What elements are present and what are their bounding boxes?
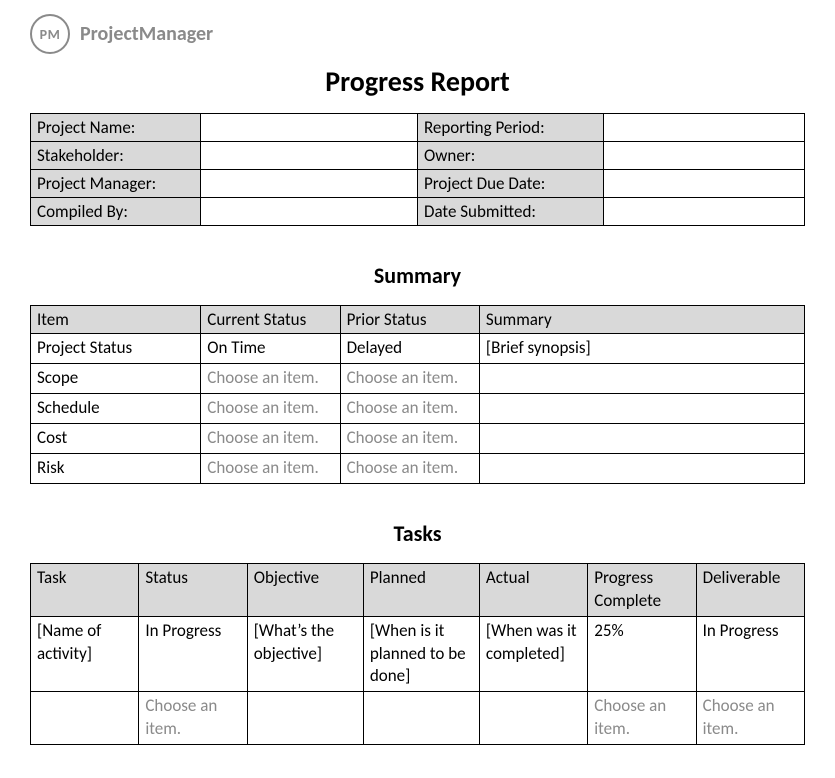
task-objective-cell[interactable] [247,692,363,745]
label-project-manager: Project Manager: [31,170,201,198]
table-row: Stakeholder: Owner: [31,142,805,170]
summary-current-cell[interactable]: Choose an item. [201,393,340,423]
table-row: RiskChoose an item.Choose an item. [31,453,805,483]
value-date-submitted[interactable] [603,198,804,226]
summary-current-cell[interactable]: On Time [201,334,340,364]
task-progress-cell[interactable]: 25% [588,616,696,692]
document-page: PM ProjectManager Progress Report Projec… [0,0,835,775]
page-title: Progress Report [30,64,805,99]
value-compiled-by[interactable] [201,198,418,226]
tasks-col-planned: Planned [363,563,479,616]
task-deliverable-cell[interactable]: Choose an item. [696,692,804,745]
tasks-col-task: Task [31,563,139,616]
tasks-col-progress: Progress Complete [588,563,696,616]
label-project-name: Project Name: [31,114,201,142]
summary-header-row: Item Current Status Prior Status Summary [31,306,805,334]
summary-prior-cell[interactable]: Choose an item. [340,453,479,483]
summary-prior-cell[interactable]: Choose an item. [340,423,479,453]
label-compiled-by: Compiled By: [31,198,201,226]
value-project-manager[interactable] [201,170,418,198]
label-project-due-date: Project Due Date: [417,170,603,198]
brand-logo-icon: PM [30,14,70,54]
summary-text-cell[interactable] [479,423,804,453]
summary-prior-cell[interactable]: Delayed [340,334,479,364]
table-row: Compiled By: Date Submitted: [31,198,805,226]
table-row: CostChoose an item.Choose an item. [31,423,805,453]
summary-prior-cell[interactable]: Choose an item. [340,363,479,393]
summary-text-cell[interactable]: [Brief synopsis] [479,334,804,364]
task-actual-cell[interactable]: [When was it completed] [479,616,587,692]
summary-item-cell: Scope [31,363,201,393]
task-status-cell[interactable]: Choose an item. [139,692,247,745]
summary-prior-cell[interactable]: Choose an item. [340,393,479,423]
task-status-cell[interactable]: In Progress [139,616,247,692]
summary-current-cell[interactable]: Choose an item. [201,423,340,453]
table-row: Project Name: Reporting Period: [31,114,805,142]
tasks-col-objective: Objective [247,563,363,616]
task-progress-cell[interactable]: Choose an item. [588,692,696,745]
label-reporting-period: Reporting Period: [417,114,603,142]
label-date-submitted: Date Submitted: [417,198,603,226]
table-row: Project Manager: Project Due Date: [31,170,805,198]
table-row: Project StatusOn TimeDelayed[Brief synop… [31,334,805,364]
summary-table: Item Current Status Prior Status Summary… [30,305,805,484]
summary-text-cell[interactable] [479,363,804,393]
label-owner: Owner: [417,142,603,170]
summary-item-cell: Project Status [31,334,201,364]
tasks-col-actual: Actual [479,563,587,616]
tasks-col-deliverable: Deliverable [696,563,804,616]
summary-col-summary: Summary [479,306,804,334]
brand-name: ProjectManager [80,22,213,46]
task-planned-cell[interactable]: [When is it planned to be done] [363,616,479,692]
table-row: ScopeChoose an item.Choose an item. [31,363,805,393]
task-name-cell[interactable] [31,692,139,745]
summary-col-prior: Prior Status [340,306,479,334]
task-planned-cell[interactable] [363,692,479,745]
summary-item-cell: Risk [31,453,201,483]
table-row: ScheduleChoose an item.Choose an item. [31,393,805,423]
summary-text-cell[interactable] [479,453,804,483]
summary-text-cell[interactable] [479,393,804,423]
tasks-header-row: Task Status Objective Planned Actual Pro… [31,563,805,616]
value-reporting-period[interactable] [603,114,804,142]
summary-col-item: Item [31,306,201,334]
summary-heading: Summary [30,262,805,289]
task-actual-cell[interactable] [479,692,587,745]
brand-logo-initials: PM [40,26,61,43]
summary-current-cell[interactable]: Choose an item. [201,363,340,393]
value-project-name[interactable] [201,114,418,142]
task-name-cell[interactable]: [Name of activity] [31,616,139,692]
label-stakeholder: Stakeholder: [31,142,201,170]
value-project-due-date[interactable] [603,170,804,198]
tasks-table: Task Status Objective Planned Actual Pro… [30,563,805,746]
value-stakeholder[interactable] [201,142,418,170]
tasks-col-status: Status [139,563,247,616]
table-row: Choose an item.Choose an item.Choose an … [31,692,805,745]
summary-col-current: Current Status [201,306,340,334]
table-row: [Name of activity]In Progress[What’s the… [31,616,805,692]
tasks-heading: Tasks [30,520,805,547]
summary-current-cell[interactable]: Choose an item. [201,453,340,483]
value-owner[interactable] [603,142,804,170]
task-objective-cell[interactable]: [What’s the objective] [247,616,363,692]
summary-item-cell: Cost [31,423,201,453]
project-meta-table: Project Name: Reporting Period: Stakehol… [30,113,805,226]
summary-item-cell: Schedule [31,393,201,423]
task-deliverable-cell[interactable]: In Progress [696,616,804,692]
brand-header: PM ProjectManager [30,14,805,54]
